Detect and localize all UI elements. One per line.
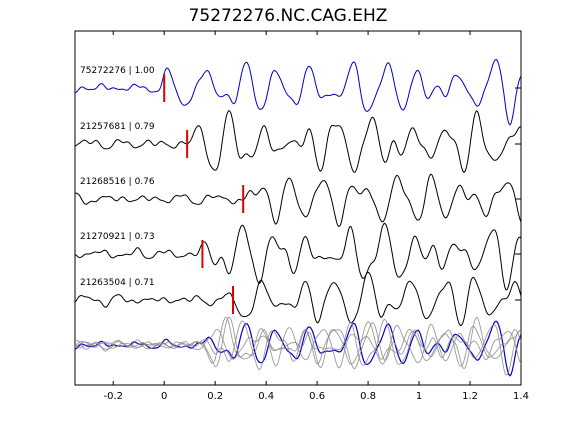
trace-label: 21270921 | 0.73 (80, 232, 155, 242)
x-tick-label: 1 (416, 391, 422, 402)
overlay-trace-line (74, 316, 522, 367)
x-tick-label: -0.2 (103, 391, 123, 402)
x-tick-label: 1.2 (462, 391, 478, 402)
overlay-layer (74, 316, 522, 377)
x-tick-label: 0.8 (360, 391, 376, 402)
axes-layer: -0.2 0 0.2 0.4 0.6 0.8 1 1.2 1.4 (74, 30, 529, 402)
trace-label: 21257681 | 0.79 (80, 122, 155, 132)
traces-layer (74, 58, 522, 327)
x-tick-label: 0.4 (258, 391, 274, 402)
labels-layer: 75272276 | 1.00 21257681 | 0.79 21268516 |… (80, 66, 155, 288)
trace-line (74, 58, 522, 126)
overlay-trace-line (75, 323, 522, 369)
trace-line (74, 110, 522, 174)
x-tick-label: 0 (161, 391, 167, 402)
trace-label: 21268516 | 0.76 (80, 177, 155, 187)
plot-frame (74, 30, 522, 386)
x-tick-label: 1.4 (513, 391, 529, 402)
x-tick-label: 0.2 (207, 391, 223, 402)
trace-line (74, 271, 522, 327)
overlay-trace-line (74, 320, 522, 377)
trace-label: 21263504 | 0.71 (80, 278, 155, 288)
picks-layer (163, 74, 245, 314)
overlay-trace-line (74, 318, 522, 376)
x-tick-label: 0.6 (309, 391, 325, 402)
trace-line (75, 173, 522, 228)
trace-label: 75272276 | 1.00 (80, 66, 155, 76)
trace-line (74, 222, 522, 291)
chart-title: 75272276.NC.CAG.EHZ (188, 6, 388, 26)
overlay-trace-line (74, 316, 522, 370)
